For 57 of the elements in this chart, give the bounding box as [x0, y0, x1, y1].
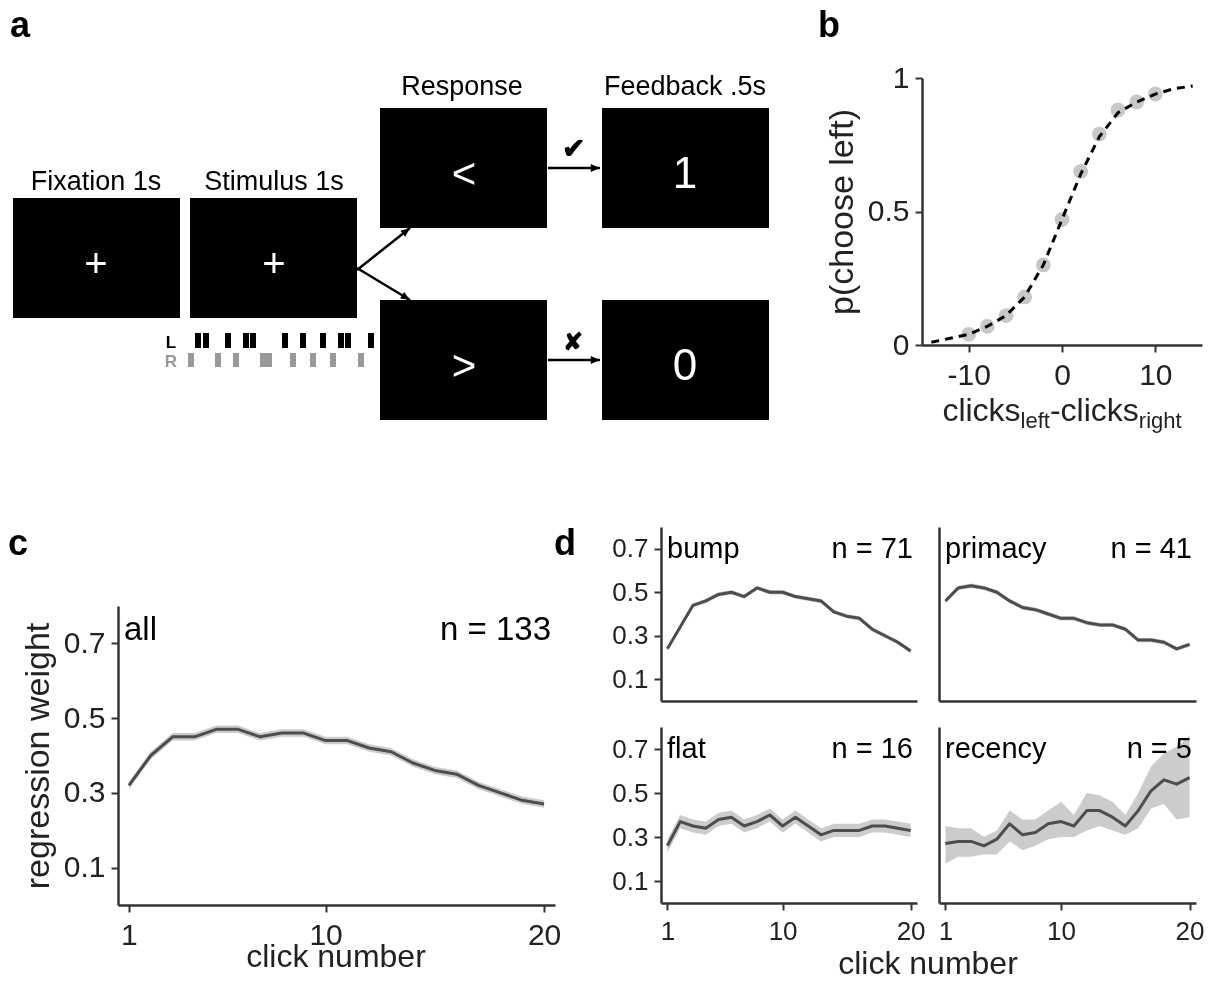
annotation: flat [667, 732, 706, 764]
annotation: bump [667, 532, 740, 564]
x-tick-label: 1 [938, 915, 954, 946]
text: R [164, 352, 178, 371]
y-tick-label: 0.7 [612, 533, 649, 564]
y-tick-label: 0.1 [612, 663, 649, 694]
annotation: n = 41 [1110, 532, 1192, 564]
annotation: recency [945, 732, 1048, 764]
line-series [929, 84, 1195, 344]
y-tick-label: 0.5 [612, 576, 649, 607]
text: + [262, 241, 286, 285]
annotation: all [124, 610, 158, 647]
x-tick-label: 20 [527, 917, 562, 951]
y-tick-label: 0 [892, 327, 910, 361]
chart-title: b [818, 4, 840, 46]
y-tick-label: 0.3 [612, 620, 649, 651]
x-tick-label: 1 [660, 915, 676, 946]
y-tick-label: 0.5 [63, 700, 106, 734]
annotation: primacy [945, 532, 1048, 564]
text: Response [401, 71, 523, 101]
annotation: n = 5 [1126, 732, 1192, 764]
x-axis-title: click number [838, 945, 1018, 982]
text: Feedback .5s [603, 71, 767, 101]
x-axis-title: clicks$_{left}$-clicks$_{right}$ [942, 392, 1182, 435]
x-tick-label: 20 [1175, 915, 1205, 946]
y-tick-label: 0.3 [63, 775, 106, 809]
y-tick-label: 0.5 [867, 194, 910, 227]
text: > [451, 342, 477, 389]
text: a [10, 4, 31, 46]
x-tick-label: 10 [768, 915, 798, 946]
x-tick-label: 20 [896, 915, 926, 946]
x-tick-label: 10 [1139, 357, 1173, 391]
text: Stimulus 1s [204, 166, 344, 196]
y-axis-title: regression weight [17, 622, 56, 890]
text: Fixation 1s [30, 166, 162, 196]
x-tick-label: 10 [1047, 915, 1077, 946]
chart-title: c [8, 522, 29, 564]
y-tick-label: 0.3 [612, 821, 649, 852]
annotation: n = 133 [439, 610, 551, 647]
y-tick-label: 0.5 [612, 777, 649, 808]
y-axis-title: p(choose left) [821, 109, 860, 315]
text: 1 [672, 148, 698, 197]
text: + [84, 241, 108, 285]
text: ✘ [563, 328, 583, 355]
annotation: n = 71 [831, 532, 913, 564]
text: < [451, 150, 477, 197]
x-tick-label: 1 [121, 917, 138, 951]
annotation: n = 16 [831, 732, 913, 764]
text: L [165, 333, 177, 352]
chart-title: d [554, 522, 576, 564]
x-tick-label: 0 [1054, 357, 1071, 391]
text: ✔ [561, 133, 585, 164]
y-tick-label: 0.1 [612, 865, 649, 896]
y-tick-label: 0.7 [612, 733, 649, 764]
y-tick-label: 0.7 [63, 625, 106, 659]
y-tick-label: 0.1 [63, 850, 106, 884]
x-tick-label: -10 [947, 357, 991, 391]
